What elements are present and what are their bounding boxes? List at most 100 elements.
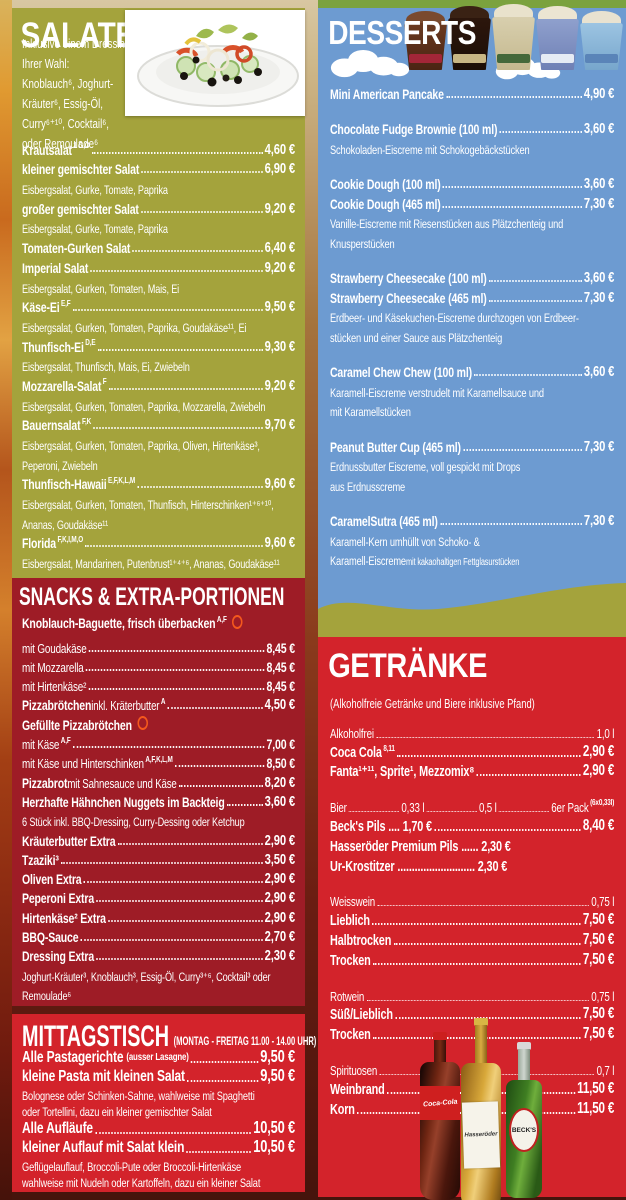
seg-bold: Halbtrocken xyxy=(330,932,392,949)
mittagstisch-hours: (MONTAG - FREITAG 11.00 - 14.00 UHR) xyxy=(173,1036,317,1048)
seg-bold: Oliven Extra xyxy=(22,871,82,888)
menu-item-row: Alkoholfrei 1,0 l xyxy=(330,721,614,741)
salate-title: SALATE xyxy=(20,16,136,55)
seg-price: 3,60 € xyxy=(264,792,295,810)
dot-leader xyxy=(499,131,582,133)
seg-text: Karamell-Kern umhüllt von Schoko- & xyxy=(330,534,480,549)
menu-item-row: Rotwein 0,75 l xyxy=(330,984,614,1004)
seg-price: 7,50 € xyxy=(582,911,615,929)
seg-price: 11,50 € xyxy=(577,1079,615,1097)
seg-bold: Caramel Chew Chew (100 ml) xyxy=(330,364,472,380)
bottle-cap xyxy=(433,1032,447,1041)
salate-section: SALATE Inklusive einem Dressing Ihrer Wah… xyxy=(12,8,305,578)
dot-leader xyxy=(442,186,582,188)
seg-price: 4,50 € xyxy=(264,696,295,714)
menu-item-description: Geflügelauflauf, Broccoli-Pute oder Broc… xyxy=(22,1157,295,1174)
menu-item-row: Hasseröder Premium Pils ...... 2,30 € xyxy=(330,835,614,855)
menu-item-row: mit Mozzarella 8,45 € xyxy=(22,656,295,675)
seg-bold: Ur-Krostitzer ..........................… xyxy=(330,858,508,875)
dot-leader xyxy=(95,1132,251,1134)
seg-text: Spirituosen xyxy=(330,1062,378,1078)
menu-item-row: Bauernsalat F,K 9,70 € xyxy=(22,414,295,434)
menu-item-row: Mini American Pancake 4,90 € xyxy=(330,82,614,102)
intro-line: Curry⁶⁺¹⁰, Cocktail⁶, xyxy=(22,116,109,131)
seg-price: 8,45 € xyxy=(266,639,295,656)
bottle-body xyxy=(420,1062,460,1200)
dot-leader xyxy=(178,784,263,787)
snacks-items: Knoblauch-Baguette, frisch überbacken A,F… xyxy=(22,612,295,1003)
becks-label-text: BECK'S xyxy=(511,1126,537,1134)
menu-item-row: Lieblich 7,50 € xyxy=(330,909,614,929)
menu-item-row: Peanut Butter Cup (465 ml) 7,30 € xyxy=(330,435,614,455)
menu-item-description: Eisbergsalat, Gurken, Tomaten, Paprika, … xyxy=(22,394,295,414)
seg-price: 9,70 € xyxy=(264,416,295,434)
dot-leader xyxy=(93,427,263,430)
menu-item-row: kleine Pasta mit kleinen Salat 9,50 € xyxy=(22,1067,295,1086)
mittagstisch-header: MITTAGSTISCH (MONTAG - FREITAG 11.00 - 1… xyxy=(22,1022,316,1052)
ben-jerrys-tubs-photo xyxy=(404,4,626,70)
menu-item-row: Ur-Krostitzer ..........................… xyxy=(330,855,614,875)
salate-items: Krautsalat 1 G,O 4,60 € kleiner gemischter … xyxy=(22,138,295,571)
drink-bottles-photo: Coca-Cola Hasseröder BECK'S xyxy=(418,1012,568,1200)
seg-text: Knusperstücken xyxy=(330,236,395,251)
seg-bold: Cookie Dough (465 ml) xyxy=(330,195,441,212)
bottle-cap xyxy=(517,1042,531,1050)
menu-item-row: Peperoni Extra 2,90 € xyxy=(22,887,295,906)
seg-bold: Chocolate Fudge Brownie (100 ml) xyxy=(330,121,498,137)
dot-leader xyxy=(88,649,265,652)
seg-right: 0,75 l xyxy=(591,988,615,1004)
menu-item-description: oder Tortellini, dazu ein kleiner gemisc… xyxy=(22,1103,295,1119)
menu-item-description: Knusperstücken xyxy=(330,231,614,251)
seg-text: Vanille-Eiscreme mit Riesenstücken aus P… xyxy=(330,217,564,231)
dot-leader xyxy=(372,962,581,965)
seg-text: Joghurt-Kräuter³, Knoblauch³, Essig-Öl, … xyxy=(22,969,271,984)
dot-leader xyxy=(187,1080,258,1082)
seg-price: 9,50 € xyxy=(260,1067,295,1085)
dot-leader xyxy=(132,250,263,253)
seg-bold: Imperial Salat xyxy=(22,259,89,276)
menu-item-row: Cookie Dough (100 ml) 3,60 € xyxy=(330,173,614,192)
becks-bottle-image: BECK'S xyxy=(504,1042,544,1198)
dot-leader xyxy=(83,881,263,884)
menu-item-row: Dressing Extra 2,30 € xyxy=(22,945,295,964)
menu-item-row: Gefüllte Pizzabrötchen xyxy=(22,713,295,733)
seg-price: 9,20 € xyxy=(264,376,295,394)
menu-item-row: Krautsalat 1 G,O 4,60 € xyxy=(22,138,295,158)
menu-item-row: CaramelSutra (465 ml) 7,30 € xyxy=(330,510,614,529)
dot-leader xyxy=(141,171,263,174)
seg-price: 9,20 € xyxy=(264,258,295,276)
seg-price: 2,90 € xyxy=(582,742,615,760)
seg-bold: Thunfisch-Hawaii xyxy=(22,476,107,493)
seg-text: oder Tortellini, dazu ein kleiner gemisc… xyxy=(22,1105,212,1119)
row-gap xyxy=(330,251,614,267)
dot-leader xyxy=(96,900,263,903)
dot-leader xyxy=(498,811,550,813)
top-green-strip xyxy=(318,0,626,8)
seg-price: 4,60 € xyxy=(264,140,295,158)
seg-bold: Süß/Lieblich xyxy=(330,1007,393,1024)
seg-text: stücken und einer Sauce aus Plätzchentei… xyxy=(330,330,503,345)
seg-price: 10,50 € xyxy=(253,1119,295,1137)
menu-item-description: Eisbergsalat, Gurken, Tomaten, Thunfisch… xyxy=(22,492,295,512)
seg-price: 2,90 € xyxy=(264,870,295,888)
menu-item-row: kleiner Auflauf mit Salat klein 10,50 € xyxy=(22,1138,295,1157)
seg-bold: Strawberry Cheesecake (465 ml) xyxy=(330,289,487,306)
seg-price: 6,40 € xyxy=(264,239,295,257)
seg-text: Erdbeer- und Käsekuchen-Eiscreme durchzo… xyxy=(330,311,579,325)
seg-bold: Peanut Butter Cup (465 ml) xyxy=(330,438,461,455)
seg-text: 0,5 l xyxy=(478,800,497,816)
dot-leader xyxy=(91,151,263,154)
dot-leader xyxy=(426,811,477,813)
seg-price: 3,50 € xyxy=(264,850,295,868)
row-gap xyxy=(330,780,614,795)
seg-bold: Alle Pastagerichte xyxy=(22,1049,124,1066)
seg-price: 8,50 € xyxy=(266,755,295,772)
snacks-section: SNACKS & EXTRA-PORTIONEN Knoblauch-Bague… xyxy=(12,578,305,1006)
seg-price: 11,50 € xyxy=(577,1099,615,1117)
seg-text: Schokoladen-Eiscreme mit Schokogebäckstü… xyxy=(330,142,530,157)
menu-item-row: mit Goudakäse 8,45 € xyxy=(22,636,295,656)
row-gap xyxy=(330,969,614,984)
seg-bold: Tomaten-Gurken Salat xyxy=(22,240,131,257)
seg-price: 7,50 € xyxy=(582,950,615,968)
